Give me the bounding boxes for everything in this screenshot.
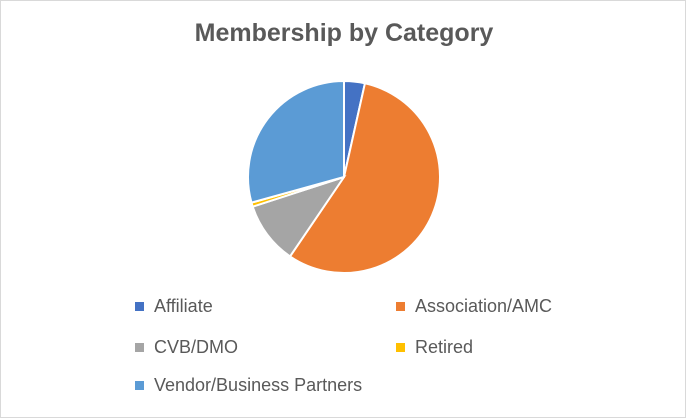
chart-title: Membership by Category [194,19,494,47]
legend-item-cvb-dmo: CVB/DMO [135,336,238,358]
legend-swatch-vendor-business-partners [135,380,144,390]
legend-item-vendor-business-partners: Vendor/Business Partners [135,374,362,396]
pie-slice-vendor-business-partners [247,79,345,204]
legend-item-retired: Retired [396,336,473,358]
legend-label-affiliate: Affiliate [154,295,213,316]
pie-slice-association-amc [288,82,441,274]
legend-label-retired: Retired [415,336,474,357]
legend-label-cvb-dmo: CVB/DMO [154,336,239,357]
legend-item-association-amc: Association/AMC [396,295,552,317]
legend-swatch-cvb-dmo [135,342,144,352]
legend-item-affiliate: Affiliate [135,295,213,317]
legend-swatch-retired [396,342,405,352]
legend-swatch-association-amc [396,301,405,311]
legend-swatch-affiliate [135,301,144,311]
legend-label-association-amc: Association/AMC [415,295,553,316]
legend-label-vendor-business-partners: Vendor/Business Partners [154,374,363,395]
